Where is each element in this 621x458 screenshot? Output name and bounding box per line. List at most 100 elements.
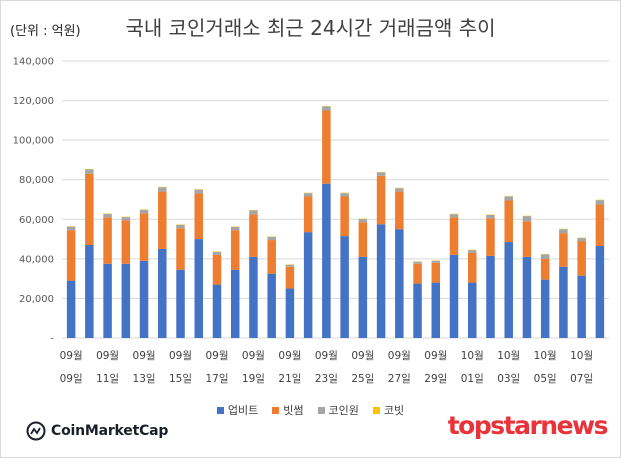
legend-item-upbit: 업비트	[216, 402, 258, 418]
bar-segment-upbit	[103, 263, 112, 338]
x-tick-label-month: 09월	[388, 350, 411, 362]
legend-swatch-coinone	[317, 406, 325, 414]
bar-segment-upbit	[158, 248, 167, 338]
bar-segment-bithumb	[449, 217, 459, 255]
bar-segment-bithumb	[139, 213, 149, 261]
bar-segment-bithumb	[540, 258, 550, 280]
x-tick-label-month: 10월	[534, 350, 557, 362]
bar-segment-bithumb	[376, 175, 386, 225]
bar-segment-bithumb	[358, 222, 368, 257]
bar-segment-bithumb	[504, 200, 513, 243]
bar-segment-upbit	[431, 282, 441, 338]
bar-segment-upbit	[249, 256, 258, 338]
x-tick-label-day: 15일	[169, 372, 192, 385]
legend-swatch-bithumb	[272, 406, 280, 414]
bar-segment-upbit	[340, 236, 349, 338]
x-tick-label-month: 10월	[461, 350, 484, 362]
x-tick-label-month: 09월	[205, 350, 228, 362]
x-tick-label-day: 09일	[60, 372, 83, 385]
x-tick-label-month: 09월	[169, 350, 192, 362]
bar-segment-bithumb	[395, 191, 404, 230]
bar-segment-upbit	[194, 239, 203, 338]
bar-segment-coinone	[449, 214, 459, 218]
legend-label-coinone: 코인원	[328, 404, 359, 417]
bar-segment-coinone	[121, 217, 131, 221]
x-tick-label-month: 10월	[570, 350, 593, 362]
bar-segment-coinone	[66, 226, 76, 231]
bar-segment-coinone	[303, 193, 313, 197]
bar-segment-bithumb	[194, 193, 203, 240]
bar-segment-upbit	[486, 255, 495, 338]
bar-segment-bithumb	[85, 173, 94, 246]
x-tick-label-month: 09월	[133, 350, 156, 362]
bar-segment-coinone	[431, 260, 441, 263]
x-tick-label-month: 09월	[96, 350, 119, 362]
y-tick-label: 140,000	[13, 57, 54, 68]
bar-segment-upbit	[577, 275, 586, 338]
x-tick-label-day: 17일	[205, 372, 228, 385]
x-tick-label-day: 03일	[497, 372, 520, 385]
bar-segment-coinone	[158, 187, 167, 192]
stacked-bar-chart: - 20,000 40,000 60,000 80,000 100,000 120,000 1…	[13, 57, 609, 385]
y-tick-label: 120,000	[13, 96, 54, 107]
bar-segment-upbit	[395, 229, 404, 338]
bar-segment-coinone	[176, 224, 185, 229]
bar-segment-bithumb	[559, 233, 568, 267]
coinmarketcap-icon	[26, 421, 46, 441]
bar-segment-upbit	[267, 273, 276, 338]
topstarnews-logo: topstarnews	[447, 411, 609, 440]
y-tick-label: 80,000	[19, 175, 54, 186]
bar-segment-upbit	[85, 245, 94, 338]
bar-segment-coinone	[267, 236, 276, 241]
bar-segment-coinone	[340, 193, 349, 197]
legend: 업비트 빗썸 코인원 코빗	[0, 402, 621, 418]
bar-segment-coinone	[413, 261, 422, 264]
bar-segment-upbit	[358, 256, 368, 338]
x-tick-label-month: 09월	[315, 350, 338, 362]
x-tick-label-month: 09월	[60, 350, 83, 362]
bar-segment-bithumb	[249, 214, 258, 257]
bar-segment-coinone	[103, 213, 112, 218]
bar-segment-upbit	[559, 266, 568, 338]
chart-title: 국내 코인거래소 최근 24시간 거래금액 추이	[125, 16, 496, 40]
x-tick-label-day: 21일	[278, 372, 301, 385]
bar-segment-upbit	[212, 284, 222, 338]
y-tick-label: 20,000	[19, 294, 54, 305]
bar-segment-upbit	[468, 282, 477, 338]
x-tick-label-day: 23일	[315, 372, 338, 385]
x-tick-label-day: 05일	[534, 372, 557, 385]
bar-segment-upbit	[139, 260, 149, 338]
bar-segment-bithumb	[486, 218, 495, 256]
bar-segment-bithumb	[121, 220, 131, 264]
bar-segment-bithumb	[212, 254, 222, 285]
bar-segment-bithumb	[522, 221, 532, 257]
x-tick-label-month: 09월	[424, 350, 447, 362]
bar-segment-bithumb	[468, 252, 477, 283]
x-tick-label-day: 29일	[424, 372, 447, 385]
bar-segment-coinone	[376, 172, 386, 176]
bar-segment-coinone	[468, 250, 477, 253]
x-tick-label-day: 13일	[133, 372, 156, 385]
bar-segment-upbit	[66, 280, 76, 338]
bar-segment-bithumb	[340, 196, 349, 237]
bars	[66, 106, 605, 338]
bar-segment-upbit	[230, 269, 240, 338]
y-tick-label: -	[50, 334, 54, 345]
x-axis: 09월 09일 09월 11일 09월 13일 09월 15일 09월 17일 09월 19일 09월 2…	[60, 350, 594, 385]
bar-segment-coinone	[504, 196, 513, 201]
bar-segment-bithumb	[322, 110, 331, 184]
bar-segment-upbit	[285, 288, 295, 338]
bar-segment-bithumb	[158, 191, 167, 249]
bar-segment-upbit	[176, 269, 185, 338]
bar-segment-coinone	[395, 188, 404, 192]
coinmarketcap-logo: CoinMarketCap	[26, 421, 168, 441]
x-tick-label-day: 01일	[461, 372, 484, 385]
bar-segment-bithumb	[176, 228, 185, 270]
x-tick-label-day: 07일	[570, 372, 593, 385]
bar-segment-bithumb	[267, 240, 276, 274]
legend-swatch-korbit	[372, 406, 380, 414]
bar-segment-upbit	[413, 283, 422, 338]
bar-segment-bithumb	[66, 230, 76, 281]
bar-segment-upbit	[376, 224, 386, 338]
bar-segment-coinone	[249, 210, 258, 215]
